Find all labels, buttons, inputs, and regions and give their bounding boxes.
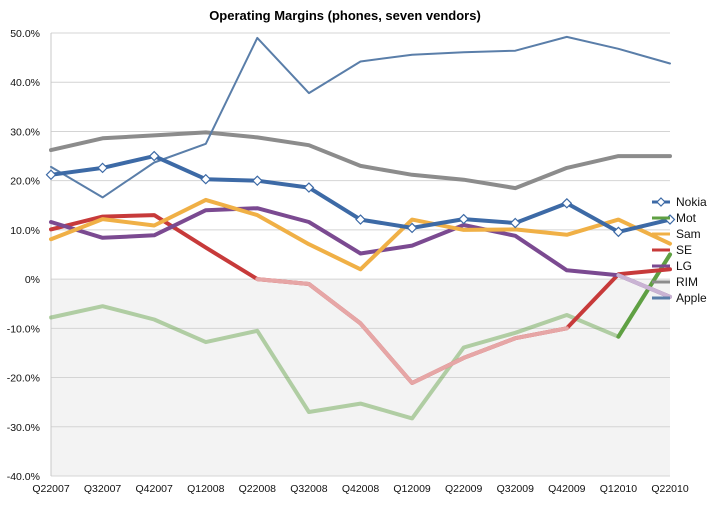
data-point-nokia — [561, 197, 573, 209]
series-line-se-negative — [255, 277, 569, 385]
y-tick-label: -20.0% — [7, 373, 40, 385]
series-nokia — [45, 150, 676, 238]
legend-label: RIM — [676, 275, 698, 289]
x-tick-label: Q22007 — [32, 483, 70, 495]
data-point-nokia — [148, 150, 160, 162]
y-tick-label: 0% — [25, 274, 40, 286]
series-sam — [49, 197, 672, 272]
data-point-nokia — [458, 213, 470, 225]
series-se — [49, 213, 672, 385]
legend-item-mot: Mot — [652, 211, 697, 225]
data-point-nokia — [97, 162, 108, 174]
data-point-nokia — [303, 182, 315, 193]
data-point-nokia — [355, 214, 366, 225]
series-line-lg-negative — [616, 273, 672, 299]
x-axis-ticks: Q22007 Q32007 Q42007 Q12008 Q22008 Q32008 Q420… — [32, 483, 689, 495]
y-tick-label: -30.0% — [7, 422, 40, 434]
x-tick-label: Q22010 — [651, 483, 689, 495]
data-point-nokia — [509, 217, 521, 229]
x-tick-label: Q42009 — [548, 483, 586, 495]
series-line-lg — [49, 206, 672, 299]
legend: Nokia Mot Sam SE LG RIM Apple — [652, 195, 707, 305]
legend-marker — [656, 197, 666, 207]
legend-label: Sam — [676, 227, 701, 241]
legend-label: Mot — [676, 211, 697, 225]
x-tick-label: Q22009 — [445, 483, 483, 495]
series-line-sam — [49, 197, 672, 272]
data-point-nokia — [45, 169, 57, 181]
y-tick-label: 20.0% — [10, 176, 40, 188]
x-tick-label: Q42007 — [135, 483, 173, 495]
data-point-nokia — [200, 173, 212, 185]
legend-label: Apple — [676, 291, 707, 305]
legend-label: SE — [676, 243, 692, 257]
legend-item-nokia: Nokia — [652, 195, 707, 209]
y-tick-label: 10.0% — [10, 225, 40, 237]
data-point-nokia — [613, 226, 624, 238]
legend-label: Nokia — [676, 195, 707, 209]
y-tick-label: 30.0% — [10, 126, 40, 138]
x-tick-label: Q12009 — [393, 483, 431, 495]
y-axis-ticks: -40.0% -30.0% -20.0% -10.0% 0% 10.0% 20.0% 30.0… — [7, 28, 40, 483]
series-apple — [50, 35, 671, 199]
series-lines — [45, 35, 676, 421]
legend-item-se: SE — [652, 243, 692, 257]
legend-item-rim: RIM — [652, 275, 698, 289]
y-tick-label: 40.0% — [10, 77, 40, 89]
series-line-apple — [50, 35, 671, 199]
series-line-rim — [49, 130, 672, 191]
y-tick-label: 50.0% — [10, 28, 40, 40]
series-lg — [49, 206, 672, 299]
chart-title: Operating Margins (phones, seven vendors… — [209, 8, 481, 23]
data-point-nokia — [251, 175, 263, 187]
x-tick-label: Q12010 — [600, 483, 638, 495]
x-tick-label: Q32009 — [497, 483, 535, 495]
data-point-nokia — [664, 214, 676, 225]
legend-item-apple: Apple — [652, 291, 707, 305]
legend-label: LG — [676, 259, 692, 273]
x-tick-label: Q22008 — [239, 483, 277, 495]
series-line-mot — [49, 252, 672, 421]
gridlines — [50, 32, 670, 477]
x-tick-label: Q32008 — [290, 483, 328, 495]
x-tick-label: Q42008 — [342, 483, 380, 495]
x-tick-label: Q32007 — [84, 483, 122, 495]
x-tick-label: Q12008 — [187, 483, 225, 495]
y-tick-label: -40.0% — [7, 471, 40, 483]
legend-item-sam: Sam — [652, 227, 701, 241]
y-tick-label: -10.0% — [7, 323, 40, 335]
data-point-nokia — [406, 222, 418, 234]
legend-item-lg: LG — [652, 259, 692, 273]
series-rim — [49, 130, 672, 191]
